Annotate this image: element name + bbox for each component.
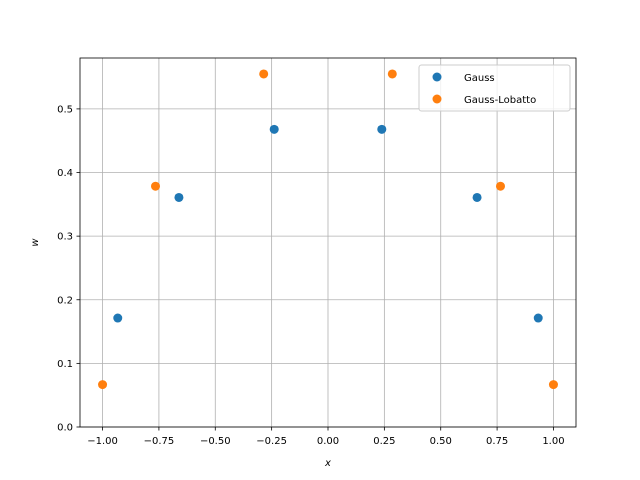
legend: Gauss Gauss-Lobatto bbox=[418, 64, 571, 112]
y-axis: 0.0 0.1 0.2 0.3 0.4 0.5 bbox=[57, 104, 80, 434]
legend-marker bbox=[432, 72, 442, 82]
data-point-series-1 bbox=[377, 124, 387, 134]
data-point-series-2 bbox=[151, 181, 161, 191]
data-point-series-2 bbox=[259, 69, 269, 79]
legend-label: Gauss bbox=[464, 73, 495, 84]
data-point-series-2 bbox=[548, 380, 558, 390]
y-tick-label: 0.0 bbox=[57, 423, 73, 434]
y-tick-label: 0.5 bbox=[57, 104, 73, 115]
x-tick-label: 0.00 bbox=[317, 436, 339, 447]
y-tick-label: 0.1 bbox=[57, 359, 73, 370]
legend-label: Gauss-Lobatto bbox=[464, 95, 536, 106]
x-tick-label: 1.00 bbox=[542, 436, 564, 447]
legend-marker bbox=[432, 94, 442, 104]
y-tick-label: 0.2 bbox=[57, 295, 73, 306]
x-axis: −1.00 −0.75 −0.50 −0.25 0.00 0.25 0.50 0.75 1.00 bbox=[87, 427, 565, 447]
x-tick-label: 0.25 bbox=[373, 436, 395, 447]
data-point-series-2 bbox=[495, 181, 505, 191]
data-point-series-1 bbox=[269, 124, 279, 134]
x-tick-label: 0.75 bbox=[486, 436, 508, 447]
data-points bbox=[98, 69, 558, 390]
data-point-series-1 bbox=[113, 313, 123, 323]
x-tick-label: −1.00 bbox=[87, 436, 118, 447]
data-point-series-1 bbox=[472, 192, 482, 202]
data-point-series-2 bbox=[98, 380, 108, 390]
x-tick-label: −0.75 bbox=[144, 436, 175, 447]
x-tick-label: −0.25 bbox=[256, 436, 287, 447]
y-tick-label: 0.3 bbox=[57, 232, 73, 243]
x-tick-label: 0.50 bbox=[430, 436, 452, 447]
y-tick-label: 0.4 bbox=[57, 168, 73, 179]
legend-box bbox=[418, 64, 571, 112]
x-tick-label: −0.50 bbox=[200, 436, 231, 447]
data-point-series-1 bbox=[174, 192, 184, 202]
data-point-series-2 bbox=[387, 69, 397, 79]
x-axis-label: x bbox=[324, 458, 331, 469]
y-axis-label: w bbox=[30, 238, 41, 247]
data-point-series-1 bbox=[533, 313, 543, 323]
